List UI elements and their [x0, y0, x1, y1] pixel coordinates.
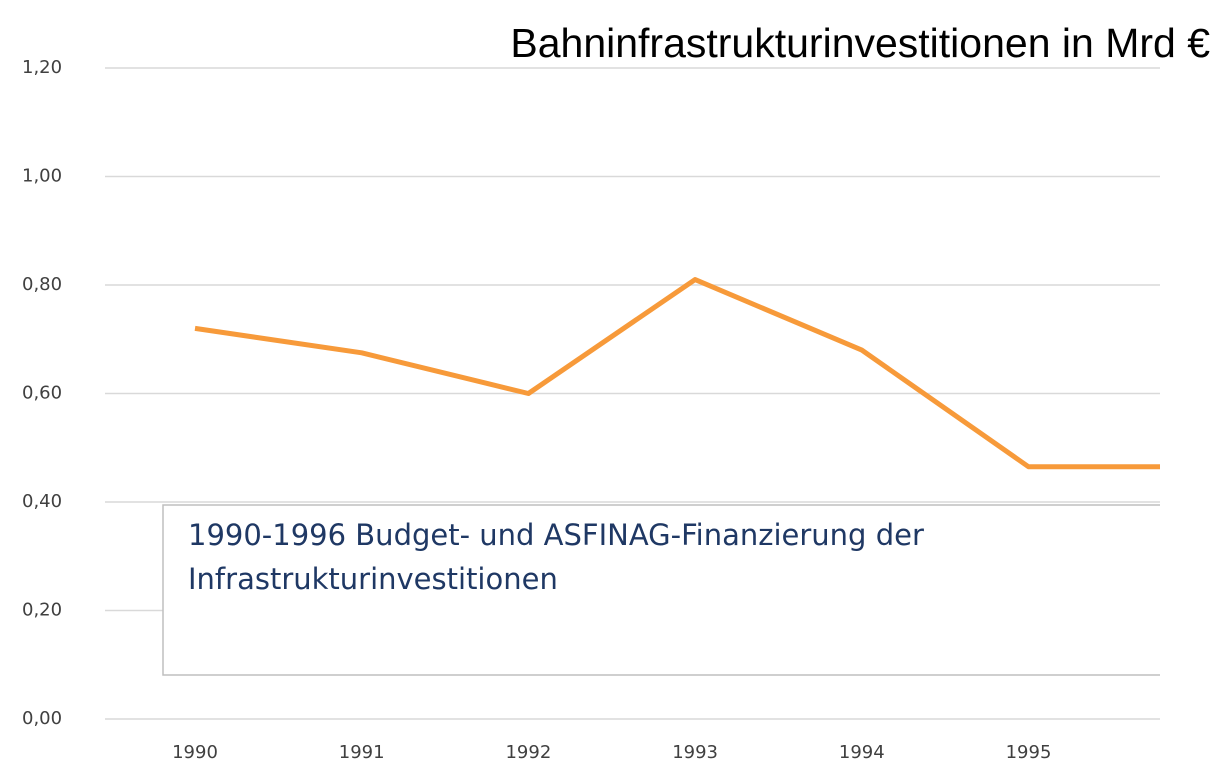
y-tick-label: 0,40: [22, 491, 62, 512]
chart-title: Bahninfrastrukturinvestitionen in Mrd €: [510, 20, 1210, 66]
x-tick-label: 1993: [672, 742, 718, 763]
grid: 0,00 0,20 0,40 0,60 0,80 1,00 1,20: [22, 57, 1160, 729]
x-tick-label: 1992: [505, 742, 551, 763]
y-tick-label: 0,20: [22, 600, 62, 621]
y-tick-label: 1,20: [22, 57, 62, 78]
y-tick-label: 0,00: [22, 708, 62, 729]
x-tick-label: 1991: [339, 742, 385, 763]
x-tick-label: 1990: [172, 742, 218, 763]
y-tick-label: 1,00: [22, 166, 62, 187]
line-series: [194, 277, 1160, 470]
y-tick-label: 0,60: [22, 383, 62, 404]
y-tick-label: 0,80: [22, 274, 62, 295]
annotation-text: Infrastrukturinvestitionen: [188, 562, 558, 596]
annotation-box: [162, 504, 1160, 676]
x-tick-label: 1995: [1006, 742, 1052, 763]
plot: 19901991199219931994199519961990-1996 Bu…: [162, 277, 1160, 763]
annotation-text: 1990-1996 Budget- und ASFINAG-Finanzieru…: [188, 518, 924, 552]
x-tick-label: 1994: [839, 742, 885, 763]
